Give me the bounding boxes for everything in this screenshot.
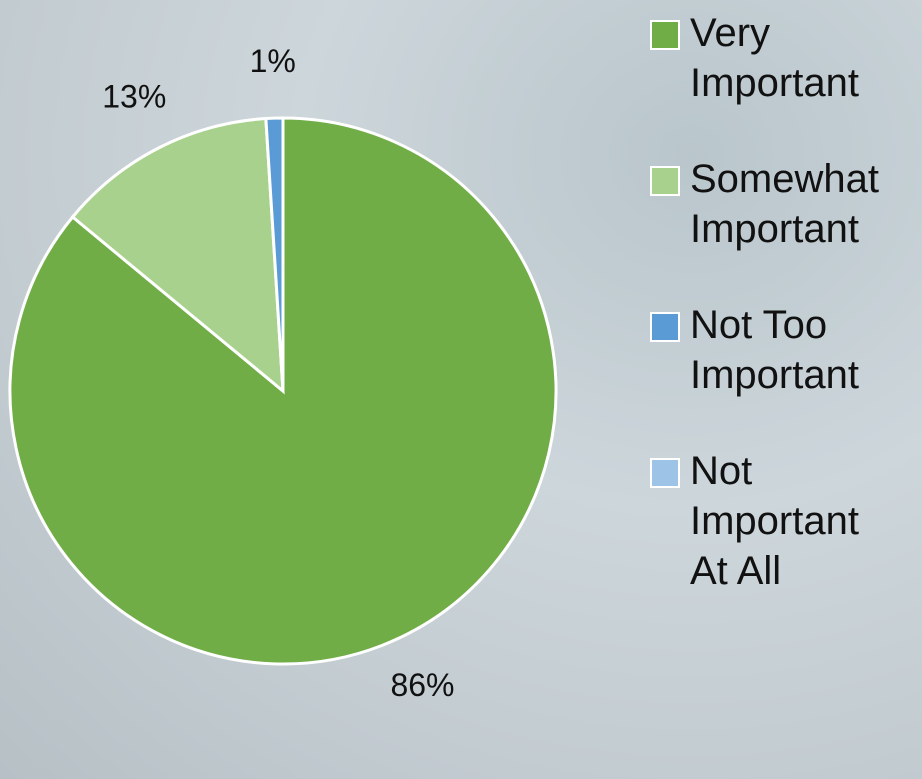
data-label: 86% (390, 667, 454, 703)
data-label: 13% (102, 79, 166, 115)
legend-label: Not Too Important (690, 300, 900, 400)
legend-item: Not Too Important (648, 300, 922, 400)
legend-swatch (650, 166, 680, 196)
chart: 86% 13% 1% Very Important Somewhat Importan… (0, 0, 922, 779)
legend-swatch (650, 20, 680, 50)
legend-item: Somewhat Important (648, 154, 922, 254)
legend-label: Somewhat Important (690, 154, 900, 254)
legend: Very Important Somewhat Important Not Too … (648, 8, 922, 642)
legend-swatch (650, 458, 680, 488)
legend-item: Not Important At All (648, 446, 922, 596)
legend-swatch (650, 312, 680, 342)
data-label: 1% (250, 43, 296, 79)
legend-label: Very Important (690, 8, 900, 108)
legend-label: Not Important At All (690, 446, 900, 596)
legend-item: Very Important (648, 8, 922, 108)
